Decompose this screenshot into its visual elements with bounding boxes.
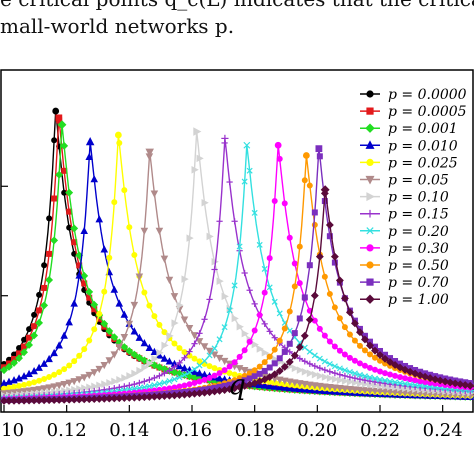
x-tick-label: 0.14 bbox=[109, 420, 149, 441]
series-p1.00 bbox=[0, 185, 474, 405]
legend-entry: p = 0.010 bbox=[360, 138, 458, 154]
legend-entry: p = 0.15 bbox=[360, 207, 449, 223]
legend-label: p = 0.010 bbox=[388, 138, 458, 154]
x-tick-label: 0.12 bbox=[47, 420, 87, 441]
x-tick-label: 0.16 bbox=[172, 420, 212, 441]
legend-label: p = 0.20 bbox=[388, 224, 449, 240]
x-tick-label: 0.18 bbox=[235, 420, 275, 441]
legend-label: p = 0.05 bbox=[388, 173, 449, 189]
legend-entry: p = 0.001 bbox=[360, 121, 458, 137]
legend-entry: p = 0.0005 bbox=[360, 104, 467, 120]
x-tick-label: 0.22 bbox=[360, 420, 400, 441]
x-tick-label: 0.20 bbox=[297, 420, 337, 441]
x-tick-label: 0.24 bbox=[423, 420, 463, 441]
legend-label: p = 0.10 bbox=[388, 190, 449, 206]
x-axis-label: q bbox=[228, 368, 246, 401]
legend-label: p = 0.30 bbox=[388, 241, 449, 257]
legend-entry: p = 0.025 bbox=[360, 155, 458, 171]
legend-entry: p = 0.70 bbox=[360, 275, 449, 291]
legend-label: p = 0.001 bbox=[388, 121, 458, 137]
plot-frame bbox=[0, 69, 474, 413]
legend-label: p = 0.025 bbox=[388, 155, 458, 171]
series-markers bbox=[0, 185, 474, 405]
legend-entry: p = 0.30 bbox=[360, 241, 449, 257]
caption-line-2: mall-world networks p. bbox=[0, 14, 235, 38]
legend-label: p = 0.0000 bbox=[388, 87, 467, 103]
figure-caption: e critical points q_c(L) indicates that … bbox=[0, 0, 474, 66]
legend-entry: p = 0.10 bbox=[360, 190, 449, 206]
legend-label: p = 0.0005 bbox=[388, 104, 467, 120]
legend-label: p = 0.50 bbox=[388, 258, 449, 274]
caption-line-1: e critical points q_c(L) indicates that … bbox=[0, 0, 474, 11]
legend-entry: p = 0.05 bbox=[360, 173, 449, 189]
legend-entry: p = 1.00 bbox=[360, 292, 449, 308]
x-tick-label: 0.10 bbox=[0, 420, 24, 441]
legend-entry: p = 0.50 bbox=[360, 258, 449, 274]
legend-label: p = 1.00 bbox=[388, 292, 449, 308]
legend-label: p = 0.70 bbox=[388, 275, 449, 291]
legend-entry: p = 0.20 bbox=[360, 224, 449, 240]
legend-entry: p = 0.0000 bbox=[360, 87, 467, 103]
legend-label: p = 0.15 bbox=[388, 207, 449, 223]
